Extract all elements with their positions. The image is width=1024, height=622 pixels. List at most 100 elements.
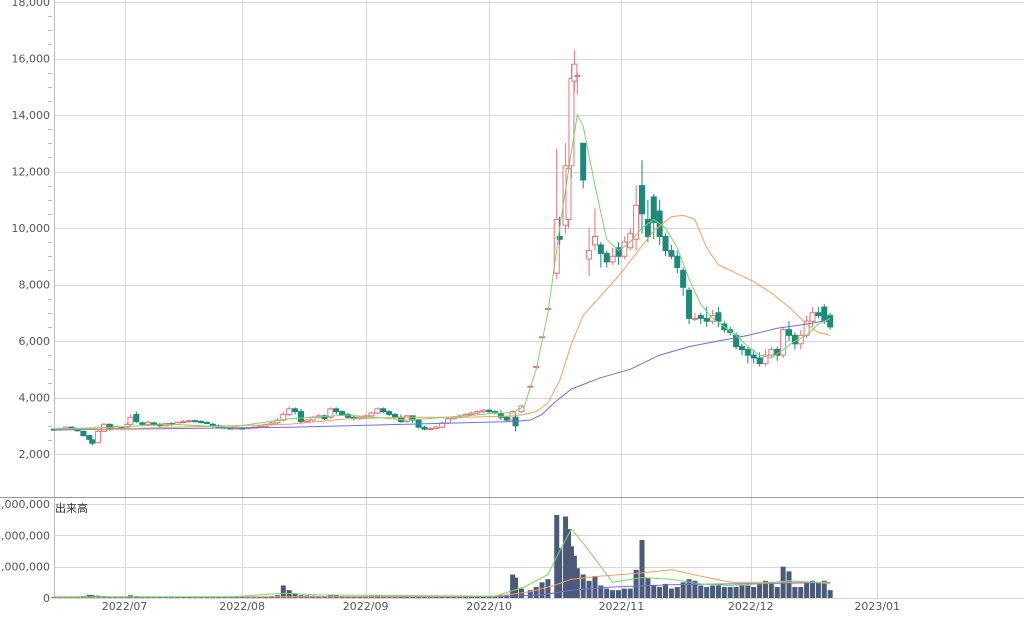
candle-body [180, 421, 187, 424]
grid [48, 0, 1024, 599]
volume-bar [798, 587, 804, 598]
volume-bar [513, 577, 519, 598]
x-tick-label: 2022/11 [599, 600, 645, 613]
volume-tick-label: 4,000,000 [0, 529, 50, 542]
candle-body [292, 408, 299, 413]
price-tick-label: 8,000 [19, 279, 51, 292]
volume-bar [633, 569, 639, 598]
volume-bar [639, 540, 645, 598]
price-ma-mid-line [53, 214, 831, 430]
candle-body [192, 420, 199, 423]
volume-bar [533, 587, 539, 598]
volume-bar [710, 585, 716, 598]
candle-body [580, 142, 587, 181]
volume-bar [621, 588, 627, 598]
candle-body [756, 357, 763, 365]
candle-body [145, 421, 152, 425]
volume-bar [286, 590, 292, 598]
candle-body [480, 409, 487, 413]
price-tick-label: 2,000 [19, 448, 51, 461]
volume-title: 出来高 [55, 501, 88, 515]
x-tick-label: 2022/12 [728, 600, 774, 613]
volume-bar [239, 597, 245, 598]
price-tick-label: 14,000 [12, 109, 51, 122]
volume-ma-mid-line [53, 569, 831, 598]
candle-body [95, 430, 102, 444]
candle-body [621, 241, 628, 257]
volume-tick-label: 6,000,000 [0, 498, 50, 511]
volume-bar [586, 580, 592, 598]
candle-body [89, 439, 96, 444]
candle-body [80, 430, 87, 437]
candle-body [127, 416, 134, 425]
volume-bar [557, 547, 563, 598]
candle-body [374, 408, 381, 414]
volume-bar [645, 577, 651, 598]
volume-bar [421, 596, 427, 598]
volume-bar [227, 597, 233, 598]
candle-body [686, 289, 693, 319]
candle-body [715, 312, 722, 322]
candle-body [650, 196, 657, 223]
volume-tick-label: 2,000,000 [0, 561, 50, 574]
volume-bar [739, 585, 745, 598]
price-ma-long-line [53, 319, 831, 431]
candle-body [286, 408, 293, 415]
moving-averages [53, 113, 831, 431]
volume-axis: 0 2,000,000 4,000,000 6,000,000 [0, 498, 50, 605]
candle-body [627, 233, 634, 249]
candle-body [380, 408, 387, 413]
candle-body [539, 336, 546, 339]
candle-body [644, 219, 651, 237]
volume-moving-averages [53, 528, 831, 598]
volume-tick-label: 0 [43, 592, 50, 605]
price-tick-label: 4,000 [19, 392, 51, 405]
volume-bar [733, 587, 739, 598]
candle-body [565, 168, 572, 221]
volume-bar [674, 587, 680, 598]
volume-bar [574, 568, 580, 598]
candle-body [150, 422, 157, 425]
volume-bar [727, 587, 733, 598]
volume-bar [563, 516, 569, 598]
volume-bar [222, 597, 228, 598]
volume-bar [439, 596, 445, 598]
candle-body [268, 422, 275, 425]
volume-bar [721, 587, 727, 598]
candle-body [591, 235, 598, 246]
volume-bar [792, 587, 798, 598]
candle-body [662, 235, 669, 252]
volume-bar [280, 585, 286, 598]
candle-body [691, 317, 698, 320]
candle-body [392, 413, 399, 418]
price-tick-label: 6,000 [19, 335, 51, 348]
candle-body [333, 408, 340, 413]
candle-body [586, 250, 593, 260]
candle-body [603, 252, 610, 263]
x-tick-label: 2022/07 [102, 600, 148, 613]
volume-ma-short-line [53, 528, 831, 598]
volume-bar [627, 588, 633, 598]
candle-body [133, 413, 140, 423]
candle-body [609, 255, 616, 263]
volume-bars [51, 514, 833, 598]
x-tick-label: 2023/01 [854, 600, 900, 613]
candle-body [574, 74, 581, 77]
volume-bar [680, 582, 686, 598]
candle-body [503, 416, 510, 421]
candle-body [444, 418, 451, 424]
volume-bar [604, 588, 610, 598]
volume-bar [610, 590, 616, 598]
candle-body [368, 412, 375, 417]
price-tick-label: 10,000 [12, 222, 51, 235]
candle-body [297, 411, 304, 423]
volume-bar [804, 582, 810, 598]
volume-bar [571, 555, 577, 598]
volume-bar [245, 597, 251, 598]
candle-body [827, 315, 834, 328]
volume-bar [686, 579, 692, 598]
volume-bar [51, 597, 57, 598]
candle-body [597, 244, 604, 254]
volume-bar [768, 583, 774, 598]
